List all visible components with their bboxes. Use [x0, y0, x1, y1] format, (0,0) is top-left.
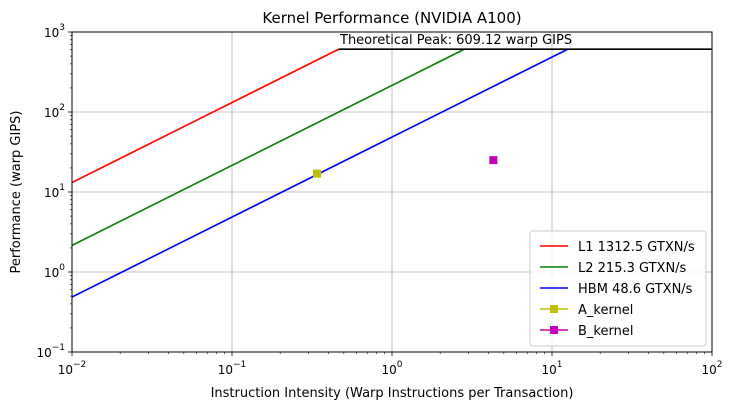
plot-area: [72, 48, 712, 298]
roofline-l2: [72, 48, 465, 247]
y-tick-label: 10−1: [36, 343, 65, 360]
x-tick-label: 10−2: [58, 360, 87, 377]
legend-label: B_kernel: [578, 324, 633, 339]
x-axis-label: Instruction Intensity (Warp Instructions…: [211, 386, 574, 401]
y-tick-label: 100: [44, 263, 65, 280]
y-tick-label: 102: [44, 103, 65, 120]
x-tick-label: 101: [541, 360, 562, 377]
chart-title: Kernel Performance (NVIDIA A100): [262, 9, 521, 27]
y-tick-label: 101: [44, 183, 65, 200]
y-tick-label: 103: [44, 23, 65, 40]
legend: L1 1312.5 GTXN/s L2 215.3 GTXN/s HBM 48.6 …: [529, 230, 707, 347]
y-axis-label: Performance (warp GIPS): [9, 111, 24, 274]
x-tick-label: 10−1: [218, 360, 247, 377]
legend-marker: [550, 305, 558, 313]
legend-label: L1 1312.5 GTXN/s: [578, 240, 695, 255]
x-tick-label: 100: [381, 360, 402, 377]
point-a-kernel: [313, 169, 322, 178]
legend-label: L2 215.3 GTXN/s: [578, 261, 687, 276]
point-b-kernel: [489, 156, 498, 165]
peak-annotation: Theoretical Peak: 609.12 warp GIPS: [339, 33, 572, 48]
legend-label: HBM 48.6 GTXN/s: [578, 282, 693, 297]
legend-label: A_kernel: [578, 303, 633, 318]
roofline-l1: [72, 48, 340, 184]
x-tick-label: 102: [701, 360, 722, 377]
legend-box: [529, 230, 707, 347]
legend-marker: [550, 326, 558, 334]
plot-series: [72, 48, 712, 298]
